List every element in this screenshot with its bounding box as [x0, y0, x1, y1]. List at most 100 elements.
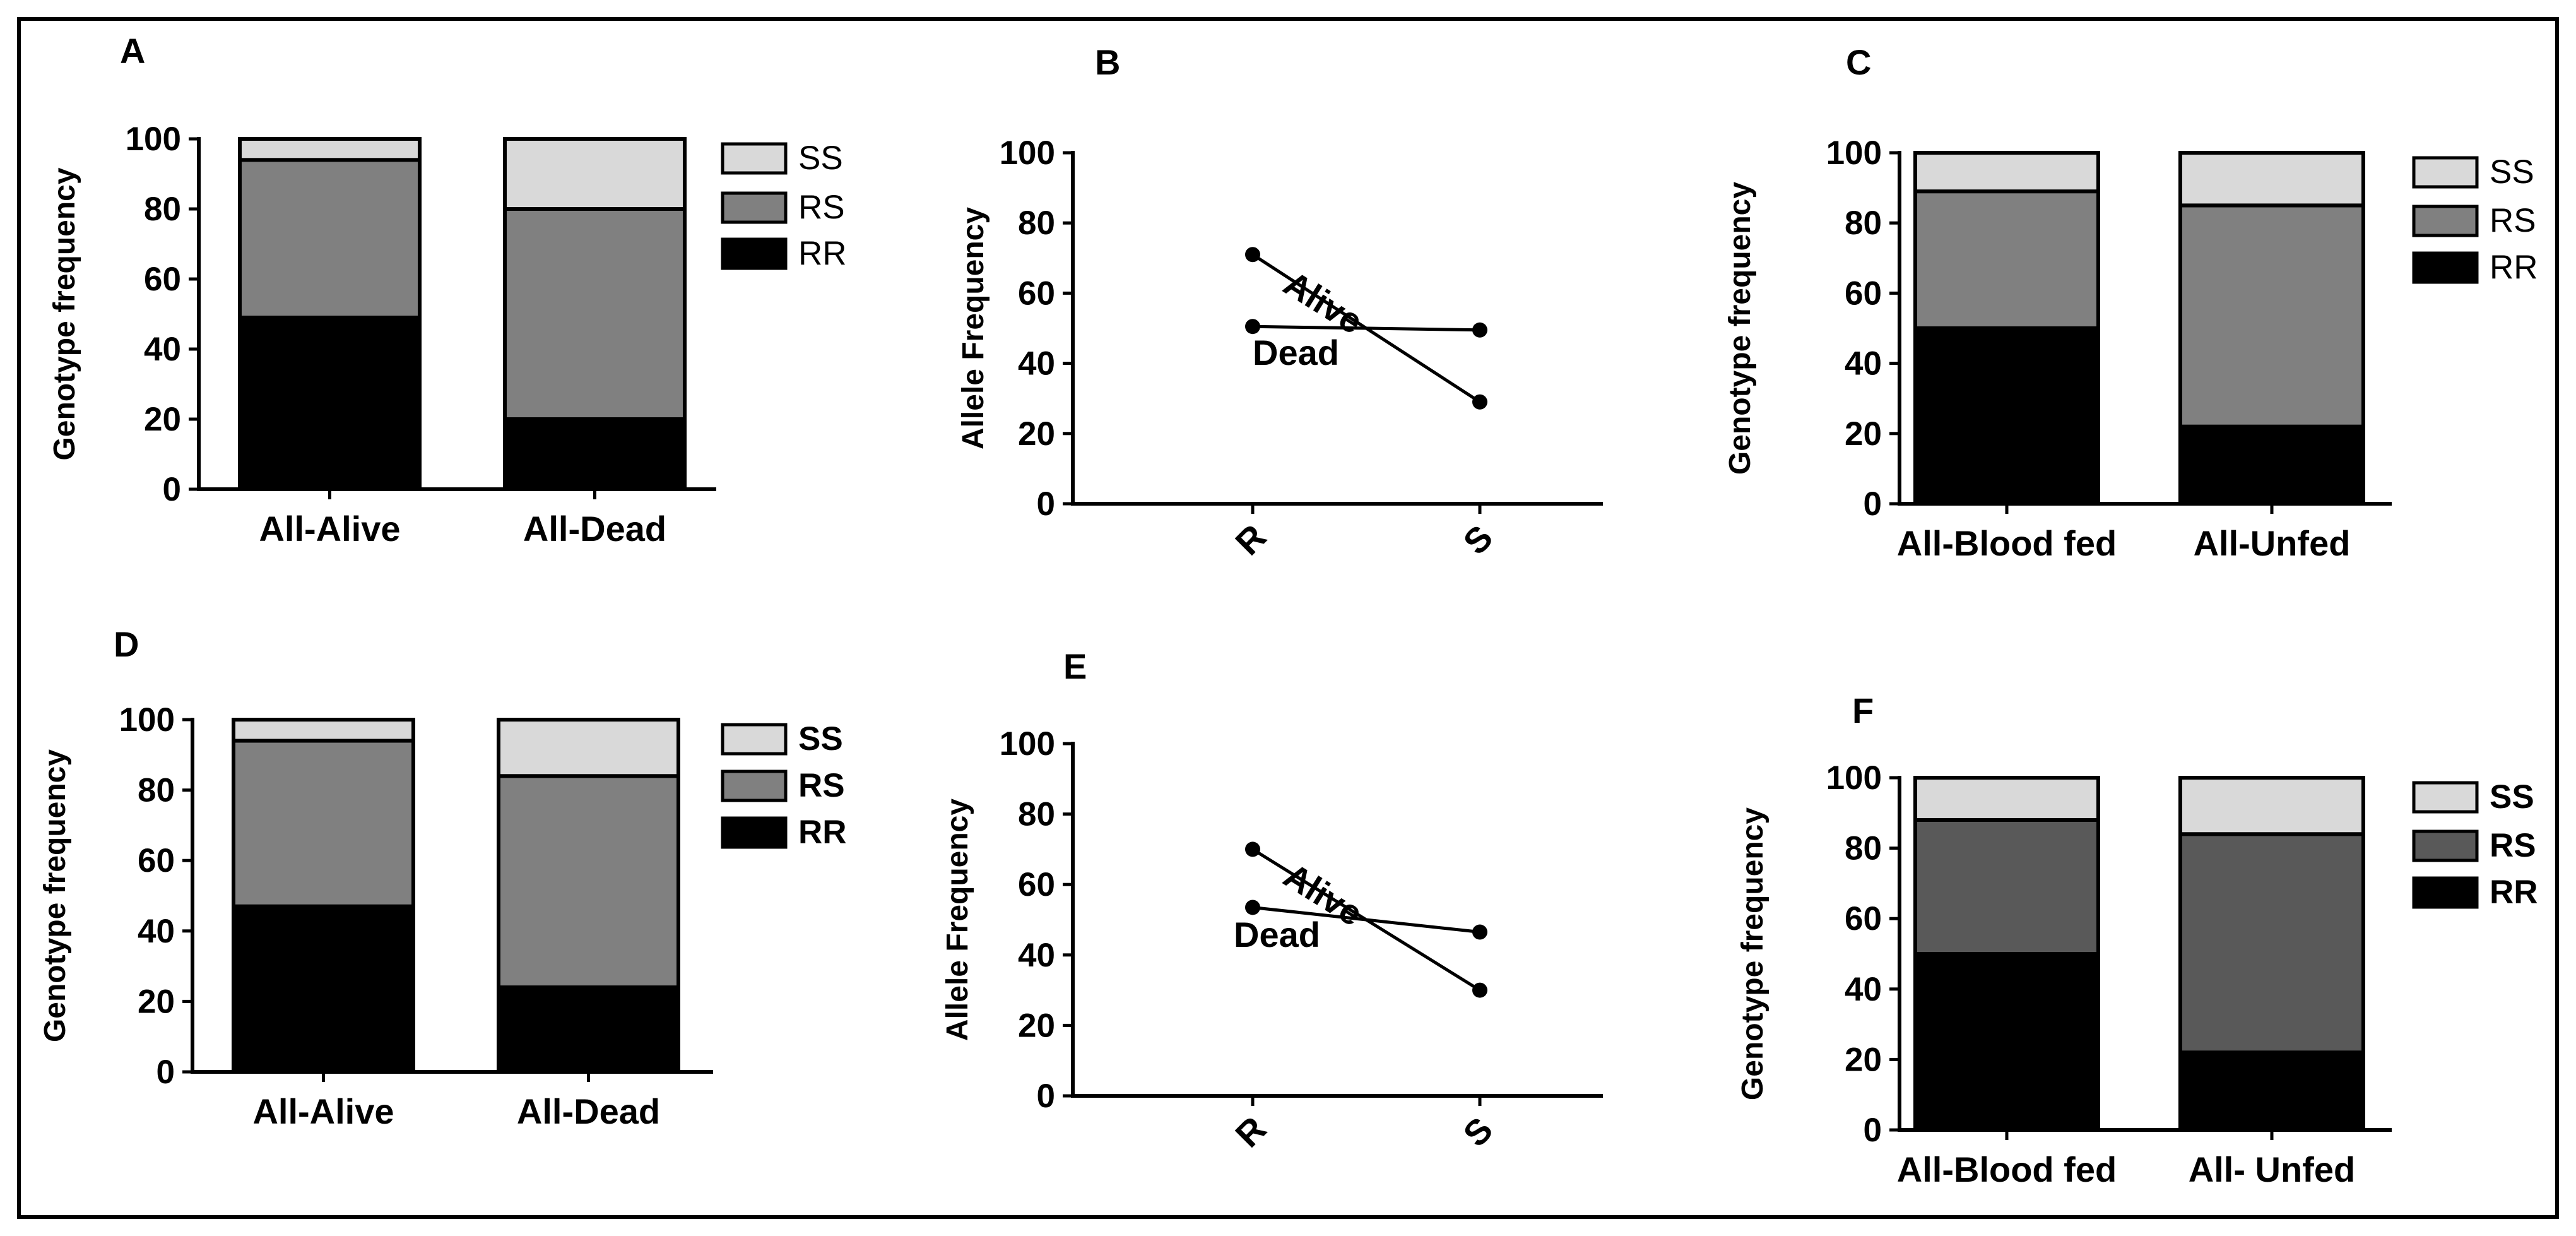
legend: SS RS RR: [2412, 778, 2538, 911]
bar-segment-rs: [1913, 817, 2100, 956]
x-category-label: All-Dead: [523, 509, 666, 549]
panel-d: D 0 20 40 60 80 100 Genotype frequency All-Alive…: [38, 624, 847, 1131]
y-tick-label: 80: [1845, 205, 1882, 242]
data-point-alive: [1245, 841, 1260, 857]
y-tick-label: 80: [1018, 205, 1055, 242]
x-category-label: All-Blood fed: [1897, 523, 2117, 563]
panel-c: C 0 20 40 60 80 100 Genotype frequency All-Blood…: [1723, 42, 2538, 563]
y-tick-label: 40: [1018, 345, 1055, 383]
bar-segment-rs: [503, 207, 687, 421]
x-category-label: All- Unfed: [2189, 1150, 2355, 1189]
series-label-dead: Dead: [1253, 333, 1339, 372]
panel-label: E: [1063, 646, 1087, 686]
y-tick-label: 40: [144, 331, 181, 368]
panel-label: B: [1095, 42, 1120, 82]
y-tick-label: 100: [126, 121, 181, 158]
bar-segment-ss: [1913, 776, 2100, 822]
y-tick-label: 40: [1845, 971, 1882, 1008]
bar-segment-rr: [238, 316, 422, 491]
x-category-label: All-Blood fed: [1897, 1150, 2117, 1189]
x-category-label: All-Unfed: [2194, 523, 2351, 563]
y-tick-label: 40: [1018, 937, 1055, 974]
legend-swatch-ss: [2412, 156, 2479, 189]
bar-segment-rr: [232, 904, 415, 1074]
legend-label-ss: SS: [2490, 153, 2534, 191]
bar-segment-rr: [2178, 424, 2365, 506]
panel-a: A 0 20 40 60 80 100 Genotype frequency All-Alive…: [48, 31, 847, 549]
y-axis-title: Allele Frequency: [941, 799, 974, 1041]
y-axis-title: Genotype frequency: [48, 167, 81, 460]
legend-label-rr: RR: [2490, 249, 2538, 286]
bar-segment-rr: [497, 985, 680, 1074]
legend-label-ss: SS: [798, 140, 843, 177]
legend-swatch-rr: [2412, 251, 2479, 284]
legend-label-rs: RS: [2490, 202, 2536, 239]
series-label-dead: Dead: [1234, 915, 1320, 954]
panel-label: A: [120, 31, 145, 71]
bar-segment-ss: [1913, 151, 2100, 194]
data-point-dead: [1472, 924, 1487, 940]
y-tick-label: 100: [1826, 134, 1882, 172]
legend-swatch-ss: [721, 723, 788, 756]
legend-swatch-ss: [721, 142, 788, 175]
legend-label-rs: RS: [798, 767, 845, 804]
y-tick-label: 100: [119, 701, 175, 739]
y-tick-label: 20: [1018, 415, 1055, 453]
y-tick-label: 20: [1845, 415, 1882, 453]
bar-segment-rr: [2178, 1050, 2365, 1132]
y-tick-label: 80: [1018, 796, 1055, 833]
y-tick-label: 0: [157, 1054, 175, 1091]
legend-label-rr: RR: [2490, 874, 2538, 911]
legend-label-ss: SS: [2490, 778, 2534, 816]
bar-segment-rr: [1913, 326, 2100, 506]
legend-swatch-rs: [721, 191, 788, 224]
bar-segment-ss: [2178, 151, 2365, 208]
bar-segment-ss: [238, 137, 422, 162]
stacked-bar-1: [1913, 776, 2100, 1132]
x-category-label: All-Dead: [517, 1091, 660, 1131]
legend: SS RS RR: [721, 140, 847, 272]
legend-swatch-ss: [2412, 781, 2479, 814]
stacked-bar-1: [1913, 151, 2100, 506]
bar-segment-rs: [1913, 189, 2100, 330]
panel-label: D: [114, 624, 139, 664]
y-tick-label: 80: [138, 772, 175, 809]
data-point-dead: [1245, 900, 1260, 915]
bar-segment-rs: [2178, 832, 2365, 1055]
y-axis-title: Genotype frequency: [1736, 807, 1770, 1100]
bar-segment-rs: [232, 739, 415, 908]
stacked-bar-2: [503, 137, 687, 491]
data-point-alive: [1245, 247, 1260, 263]
y-axis-title: Genotype frequency: [1723, 182, 1757, 475]
y-tick-label: 0: [1037, 1078, 1055, 1115]
legend-label-rr: RR: [798, 235, 847, 272]
data-point-dead: [1245, 319, 1260, 335]
x-category-label: All-Alive: [252, 1091, 394, 1131]
panel-label: C: [1846, 42, 1871, 82]
x-category-label: All-Alive: [259, 509, 400, 549]
stacked-bar-2: [497, 718, 680, 1074]
bar-segment-rs: [2178, 203, 2365, 429]
legend: SS RS RR: [721, 720, 847, 851]
stacked-bar-2: [2178, 776, 2365, 1132]
y-tick-label: 0: [163, 471, 181, 508]
y-tick-label: 60: [1845, 900, 1882, 937]
y-tick-label: 0: [1864, 1112, 1882, 1149]
bar-segment-rs: [238, 158, 422, 320]
bar-segment-ss: [232, 718, 415, 743]
data-point-dead: [1472, 322, 1487, 338]
data-point-alive: [1472, 394, 1487, 410]
y-tick-label: 60: [1018, 866, 1055, 903]
y-tick-label: 20: [144, 401, 181, 438]
y-axis-title: Genotype frequency: [38, 749, 72, 1042]
y-tick-label: 0: [1864, 485, 1882, 523]
y-tick-label: 60: [1845, 275, 1882, 312]
series-line-dead: [1252, 905, 1480, 934]
legend-swatch-rs: [2412, 829, 2479, 862]
y-tick-label: 20: [138, 983, 175, 1020]
y-tick-label: 40: [1845, 345, 1882, 383]
legend-label-rr: RR: [798, 814, 847, 851]
stacked-bar-2: [2178, 151, 2365, 506]
y-tick-label: 100: [1000, 725, 1055, 763]
